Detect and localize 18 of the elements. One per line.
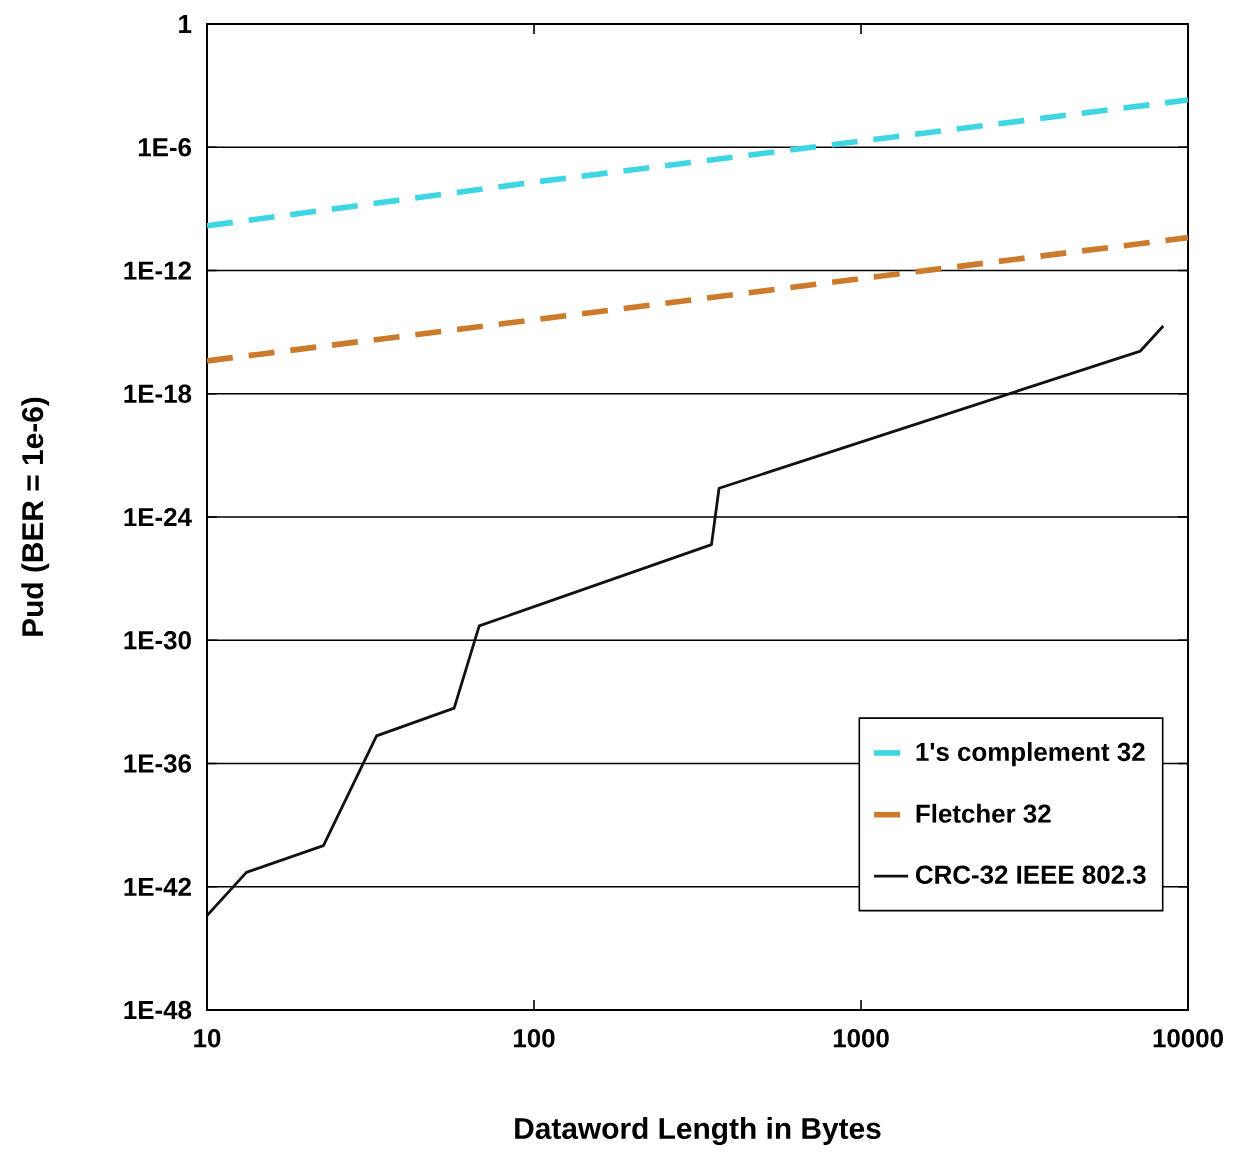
x-tick-label: 10 bbox=[194, 1029, 221, 1048]
y-tick-label: 1E-42 bbox=[124, 877, 191, 896]
x-tick-label: 1000 bbox=[833, 1029, 889, 1048]
y-tick-label: 1E-48 bbox=[124, 1000, 192, 1020]
y-tick-label: 1E-12 bbox=[124, 261, 191, 280]
legend-label: Fletcher 32 bbox=[916, 803, 1051, 823]
y-tick-label: 1E-6 bbox=[138, 138, 192, 157]
y-tick-label: 1E-30 bbox=[124, 631, 191, 650]
x-axis-title: Dataword Length in Bytes bbox=[515, 1117, 881, 1146]
x-tick-label: 100 bbox=[514, 1029, 555, 1048]
x-tick-label: 10000 bbox=[1153, 1029, 1223, 1048]
y-tick-label: 1 bbox=[179, 15, 192, 33]
y-axis-title: Pud (BER = 1e-6) bbox=[21, 397, 50, 636]
legend-label: 1's complement 32 bbox=[916, 742, 1145, 767]
y-tick-label: 1E-18 bbox=[124, 384, 192, 403]
legend-label: CRC-32 IEEE 802.3 bbox=[915, 865, 1146, 884]
y-tick-label: 1E-24 bbox=[124, 507, 192, 527]
y-tick-label: 1E-36 bbox=[124, 754, 192, 773]
